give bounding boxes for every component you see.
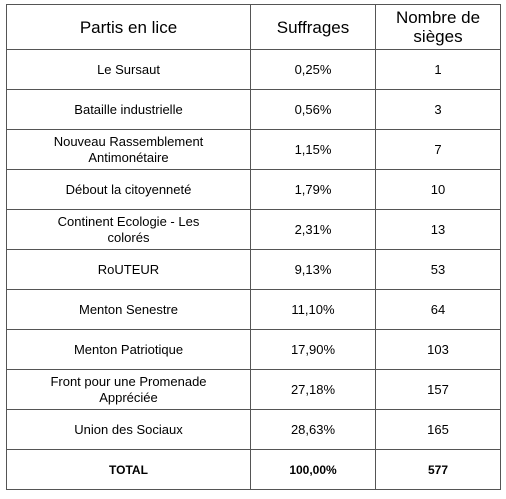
cell-line: Nombre de — [395, 8, 481, 27]
data-row: Menton Senestre 11,10% 64 — [6, 289, 501, 330]
cell-line: colorés — [107, 229, 150, 245]
cell-line: Front pour une Promenade — [50, 373, 207, 389]
data-row: Continent Ecologie - Les colorés 2,31% 13 — [6, 209, 501, 250]
data-cell: 0,25% — [250, 49, 376, 90]
data-cell: 103 — [375, 329, 501, 370]
data-row: Nouveau Rassemblement Antimonétaire 1,15% 7 — [6, 129, 501, 170]
data-cell: Menton Patriotique — [6, 329, 251, 370]
header-cell: Suffrages — [250, 4, 376, 50]
data-cell: 1,79% — [250, 169, 376, 210]
data-cell: 165 — [375, 409, 501, 450]
data-cell: RoUTEUR — [6, 249, 251, 290]
total-cell: 100,00% — [250, 449, 376, 490]
data-cell: Le Sursaut — [6, 49, 251, 90]
data-cell: 1,15% — [250, 129, 376, 170]
data-cell: Continent Ecologie - Les colorés — [6, 209, 251, 250]
header-cell: Partis en lice — [6, 4, 251, 50]
data-row: Bataille industrielle 0,56% 3 — [6, 89, 501, 130]
header-cell: Nombre de sièges — [375, 4, 501, 50]
data-cell: 7 — [375, 129, 501, 170]
data-row: Front pour une Promenade Appréciée 27,18% 1… — [6, 369, 501, 410]
data-row: Le Sursaut 0,25% 1 — [6, 49, 501, 90]
cell-line: Antimonétaire — [88, 149, 169, 165]
data-row: Débout la citoyenneté 1,79% 10 — [6, 169, 501, 210]
data-row: Menton Patriotique 17,90% 103 — [6, 329, 501, 370]
data-cell: 53 — [375, 249, 501, 290]
total-cell: TOTAL — [6, 449, 251, 490]
cell-line: Nouveau Rassemblement — [53, 133, 204, 149]
data-cell: Nouveau Rassemblement Antimonétaire — [6, 129, 251, 170]
data-cell: 3 — [375, 89, 501, 130]
data-cell: 11,10% — [250, 289, 376, 330]
total-row: TOTAL 100,00% 577 — [6, 449, 501, 490]
data-cell: 64 — [375, 289, 501, 330]
data-cell: Bataille industrielle — [6, 89, 251, 130]
data-cell: Débout la citoyenneté — [6, 169, 251, 210]
header-row: Partis en lice Suffrages Nombre de sièges — [6, 4, 501, 50]
total-cell: 577 — [375, 449, 501, 490]
data-cell: 9,13% — [250, 249, 376, 290]
data-cell: 0,56% — [250, 89, 376, 130]
data-cell: 2,31% — [250, 209, 376, 250]
data-cell: 13 — [375, 209, 501, 250]
data-cell: 27,18% — [250, 369, 376, 410]
results-table: Partis en lice Suffrages Nombre de sièges Le… — [6, 4, 501, 490]
cell-line: Continent Ecologie - Les — [57, 213, 200, 229]
data-row: Union des Sociaux 28,63% 165 — [6, 409, 501, 450]
cell-line: sièges — [413, 27, 463, 46]
data-row: RoUTEUR 9,13% 53 — [6, 249, 501, 290]
cell-line: Appréciée — [99, 389, 158, 405]
data-cell: 157 — [375, 369, 501, 410]
data-cell: 10 — [375, 169, 501, 210]
data-cell: 28,63% — [250, 409, 376, 450]
data-cell: 17,90% — [250, 329, 376, 370]
data-cell: Menton Senestre — [6, 289, 251, 330]
data-cell: Front pour une Promenade Appréciée — [6, 369, 251, 410]
data-cell: Union des Sociaux — [6, 409, 251, 450]
data-cell: 1 — [375, 49, 501, 90]
